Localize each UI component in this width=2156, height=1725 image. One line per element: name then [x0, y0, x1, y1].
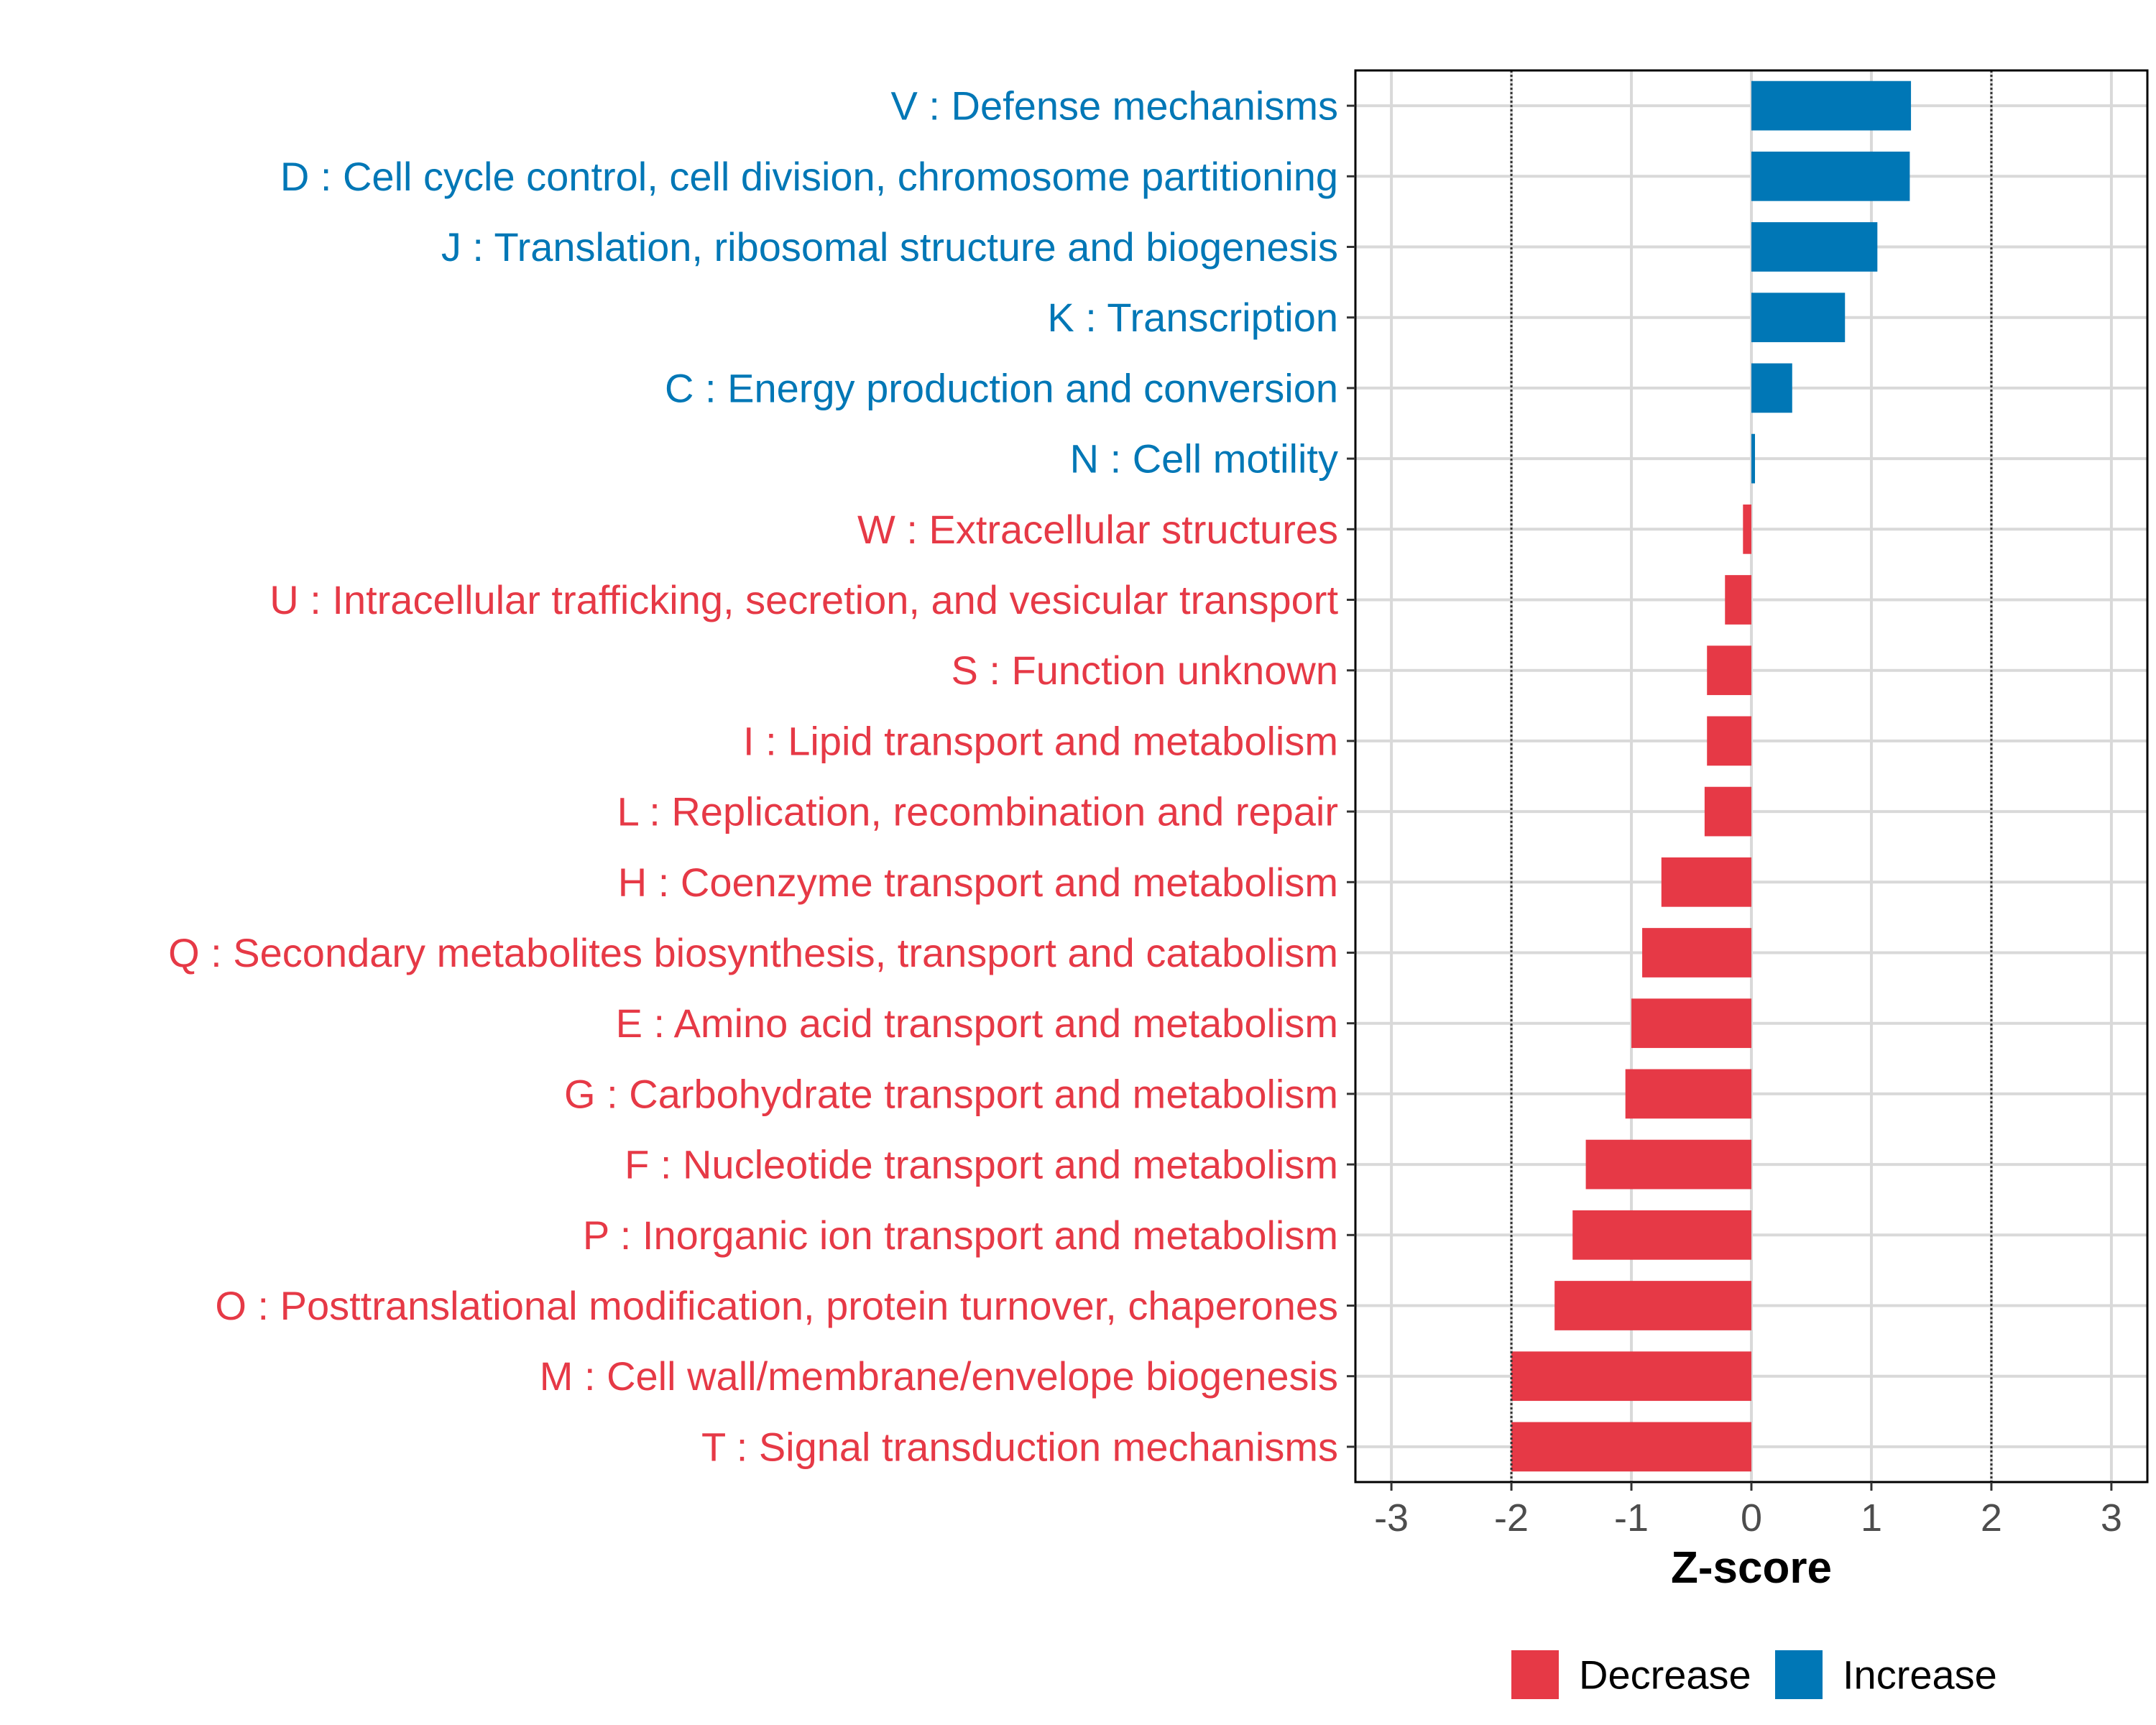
- x-tick-label: -1: [1614, 1496, 1649, 1540]
- axis-ticks: [1347, 104, 2113, 1491]
- bar: [1661, 857, 1751, 907]
- bar: [1554, 1281, 1751, 1330]
- bar: [1642, 928, 1751, 978]
- bar: [1511, 1422, 1751, 1472]
- category-label: M : Cell wall/membrane/envelope biogenes…: [540, 1353, 1338, 1399]
- bar: [1631, 998, 1751, 1049]
- category-label: E : Amino acid transport and metabolism: [616, 1000, 1338, 1046]
- grid: [1355, 70, 2147, 1482]
- category-label: N : Cell motility: [1070, 436, 1338, 482]
- category-label: H : Coenzyme transport and metabolism: [618, 860, 1338, 905]
- legend-label: Decrease: [1579, 1652, 1751, 1698]
- category-label: V : Defense mechanisms: [891, 83, 1338, 129]
- category-labels: V : Defense mechanisms D : Cell cycle con…: [168, 83, 1338, 1470]
- bar: [1725, 575, 1751, 625]
- x-tick-labels: -3 -2 -1 0 1 2 3: [1374, 1496, 2122, 1540]
- bar: [1751, 80, 1912, 131]
- category-label: S : Function unknown: [951, 648, 1338, 693]
- category-label: K : Transcription: [1047, 295, 1338, 340]
- bar: [1625, 1069, 1751, 1119]
- bar: [1751, 293, 1846, 343]
- bar: [1704, 786, 1751, 837]
- category-label: U : Intracellular trafficking, secretion…: [270, 577, 1338, 622]
- category-label: O : Posttranslational modification, prot…: [215, 1283, 1338, 1328]
- x-tick-label: 0: [1741, 1496, 1762, 1540]
- category-label: L : Replication, recombination and repai…: [617, 789, 1338, 834]
- legend-label: Increase: [1843, 1652, 1997, 1698]
- x-tick-label: 2: [1981, 1496, 2002, 1540]
- x-axis-title: Z-score: [1671, 1543, 1832, 1593]
- category-label: J : Translation, ribosomal structure and…: [441, 224, 1338, 270]
- bar: [1585, 1139, 1751, 1190]
- category-label: W : Extracellular structures: [857, 507, 1338, 552]
- x-tick-label: -2: [1494, 1496, 1529, 1540]
- bar: [1707, 645, 1751, 696]
- legend-swatch: [1511, 1650, 1559, 1699]
- bar: [1572, 1210, 1751, 1260]
- legend-swatch: [1775, 1650, 1823, 1699]
- x-tick-label: 3: [2101, 1496, 2122, 1540]
- category-label: D : Cell cycle control, cell division, c…: [280, 154, 1338, 199]
- category-label: I : Lipid transport and metabolism: [743, 718, 1338, 763]
- category-label: F : Nucleotide transport and metabolism: [625, 1142, 1338, 1187]
- bars: [1511, 80, 1912, 1472]
- bar: [1751, 433, 1756, 484]
- category-label: C : Energy production and conversion: [665, 365, 1338, 410]
- category-label: G : Carbohydrate transport and metabolis…: [564, 1071, 1338, 1116]
- category-label: T : Signal transduction mechanisms: [701, 1424, 1338, 1469]
- x-tick-label: 1: [1861, 1496, 1882, 1540]
- bar: [1751, 363, 1792, 413]
- bar: [1511, 1351, 1751, 1402]
- category-label: Q : Secondary metabolites biosynthesis, …: [168, 930, 1338, 975]
- legend: Decrease Increase: [1511, 1650, 1997, 1699]
- bar: [1707, 716, 1751, 766]
- bar: [1743, 504, 1751, 554]
- bar: [1751, 222, 1878, 272]
- bar: [1751, 151, 1910, 201]
- category-label: P : Inorganic ion transport and metaboli…: [583, 1213, 1338, 1258]
- x-tick-label: -3: [1374, 1496, 1409, 1540]
